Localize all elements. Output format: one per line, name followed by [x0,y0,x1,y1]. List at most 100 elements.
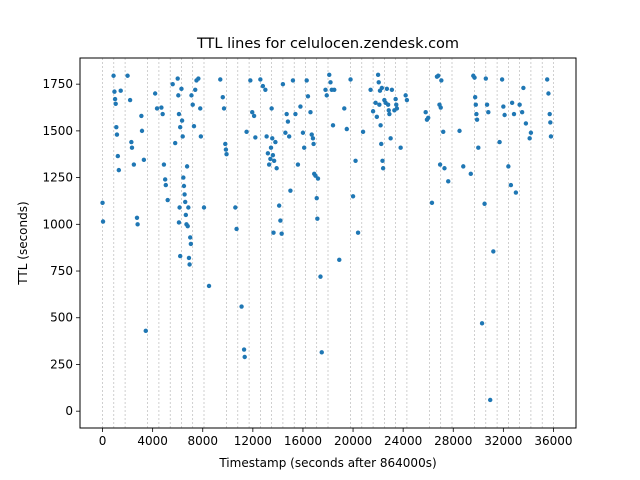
data-point-79 [251,113,257,119]
data-point-98 [279,231,284,236]
data-point-177 [441,129,446,135]
data-point-132 [342,106,347,111]
data-point-134 [348,77,353,82]
data-point-35 [176,220,182,225]
data-point-211 [528,130,534,135]
data-point-49 [185,223,190,229]
x-tick-label-2: 8000 [187,434,218,448]
data-point-108 [298,104,303,109]
data-point-25 [160,111,165,117]
x-tick-label-1: 4000 [137,434,168,448]
data-point-7 [114,132,120,137]
data-point-68 [223,141,228,147]
data-point-92 [271,230,276,235]
data-point-71 [233,205,238,210]
data-point-190 [479,321,485,326]
data-point-51 [186,255,192,261]
data-point-40 [179,118,185,123]
data-point-159 [389,87,395,92]
y-axis-ticks: 0 250 500 750 1000 1250 1500 1750 [42,77,80,418]
data-point-77 [248,78,253,83]
y-tick-label-4: 1000 [42,217,73,231]
data-point-133 [344,126,349,132]
data-point-85 [265,151,271,156]
data-point-17 [135,222,140,227]
data-point-26 [161,162,167,167]
data-point-188 [474,117,480,122]
data-point-82 [260,83,266,89]
data-point-209 [523,121,529,126]
data-point-150 [380,158,385,163]
data-point-21 [143,328,148,334]
data-point-142 [374,114,380,120]
data-point-76 [244,129,249,135]
x-axis-label: Timestamp (seconds after 864000s) [218,456,436,470]
y-tick-label-2: 500 [50,311,73,325]
data-point-8 [115,153,121,159]
data-point-99 [280,81,286,87]
data-point-62 [198,134,204,139]
data-point-129 [330,123,336,128]
data-point-161 [393,96,398,102]
data-point-151 [380,166,386,171]
data-point-94 [273,139,278,145]
data-point-97 [278,218,283,223]
data-point-200 [502,112,507,118]
data-point-104 [288,188,293,193]
data-point-113 [308,109,313,115]
data-point-46 [183,212,189,218]
data-point-39 [179,86,184,92]
data-point-36 [177,205,182,210]
y-axis-label: TTL (seconds) [16,201,30,285]
data-point-13 [129,139,134,145]
data-point-135 [350,194,356,199]
data-point-205 [513,190,519,195]
data-point-156 [386,108,391,113]
data-point-208 [521,85,526,91]
x-tick-label-7: 28000 [434,434,472,448]
data-point-193 [484,102,490,107]
data-point-4 [112,96,118,102]
data-point-195 [488,397,493,403]
data-point-14 [129,145,135,150]
data-point-29 [165,197,170,203]
y-tick-label-5: 1250 [42,171,73,185]
x-tick-label-4: 16000 [284,434,322,448]
data-point-58 [193,87,198,92]
data-point-147 [378,123,383,128]
data-point-44 [182,192,187,197]
data-point-212 [544,77,550,82]
data-point-162 [394,102,399,107]
data-point-38 [178,253,183,259]
data-point-16 [134,215,140,220]
data-point-10 [118,88,123,93]
data-point-31 [172,140,178,146]
y-tick-label-1: 250 [50,357,73,371]
data-point-119 [314,195,319,201]
data-point-75 [242,354,247,360]
data-point-23 [154,106,160,111]
data-point-87 [268,156,273,162]
data-point-149 [379,85,385,91]
data-point-184 [472,75,477,80]
data-point-170 [429,200,435,206]
data-point-101 [284,111,289,117]
data-point-54 [188,241,194,247]
data-point-28 [163,182,168,188]
data-point-166 [404,97,410,103]
data-point-37 [178,124,183,130]
data-point-78 [250,109,255,115]
data-point-210 [527,136,532,141]
data-point-90 [270,136,275,141]
data-point-201 [506,164,511,169]
data-point-74 [241,347,247,352]
data-point-48 [184,164,190,169]
data-point-176 [439,78,444,83]
data-point-83 [263,87,268,92]
data-point-186 [473,102,478,107]
data-point-18 [139,113,144,119]
x-axis-ticks: 0 4000 8000 12000 16000 20000 24000 28000 32000 3… [99,428,573,448]
data-point-42 [181,175,186,180]
data-point-89 [269,106,274,111]
data-point-121 [315,176,321,181]
